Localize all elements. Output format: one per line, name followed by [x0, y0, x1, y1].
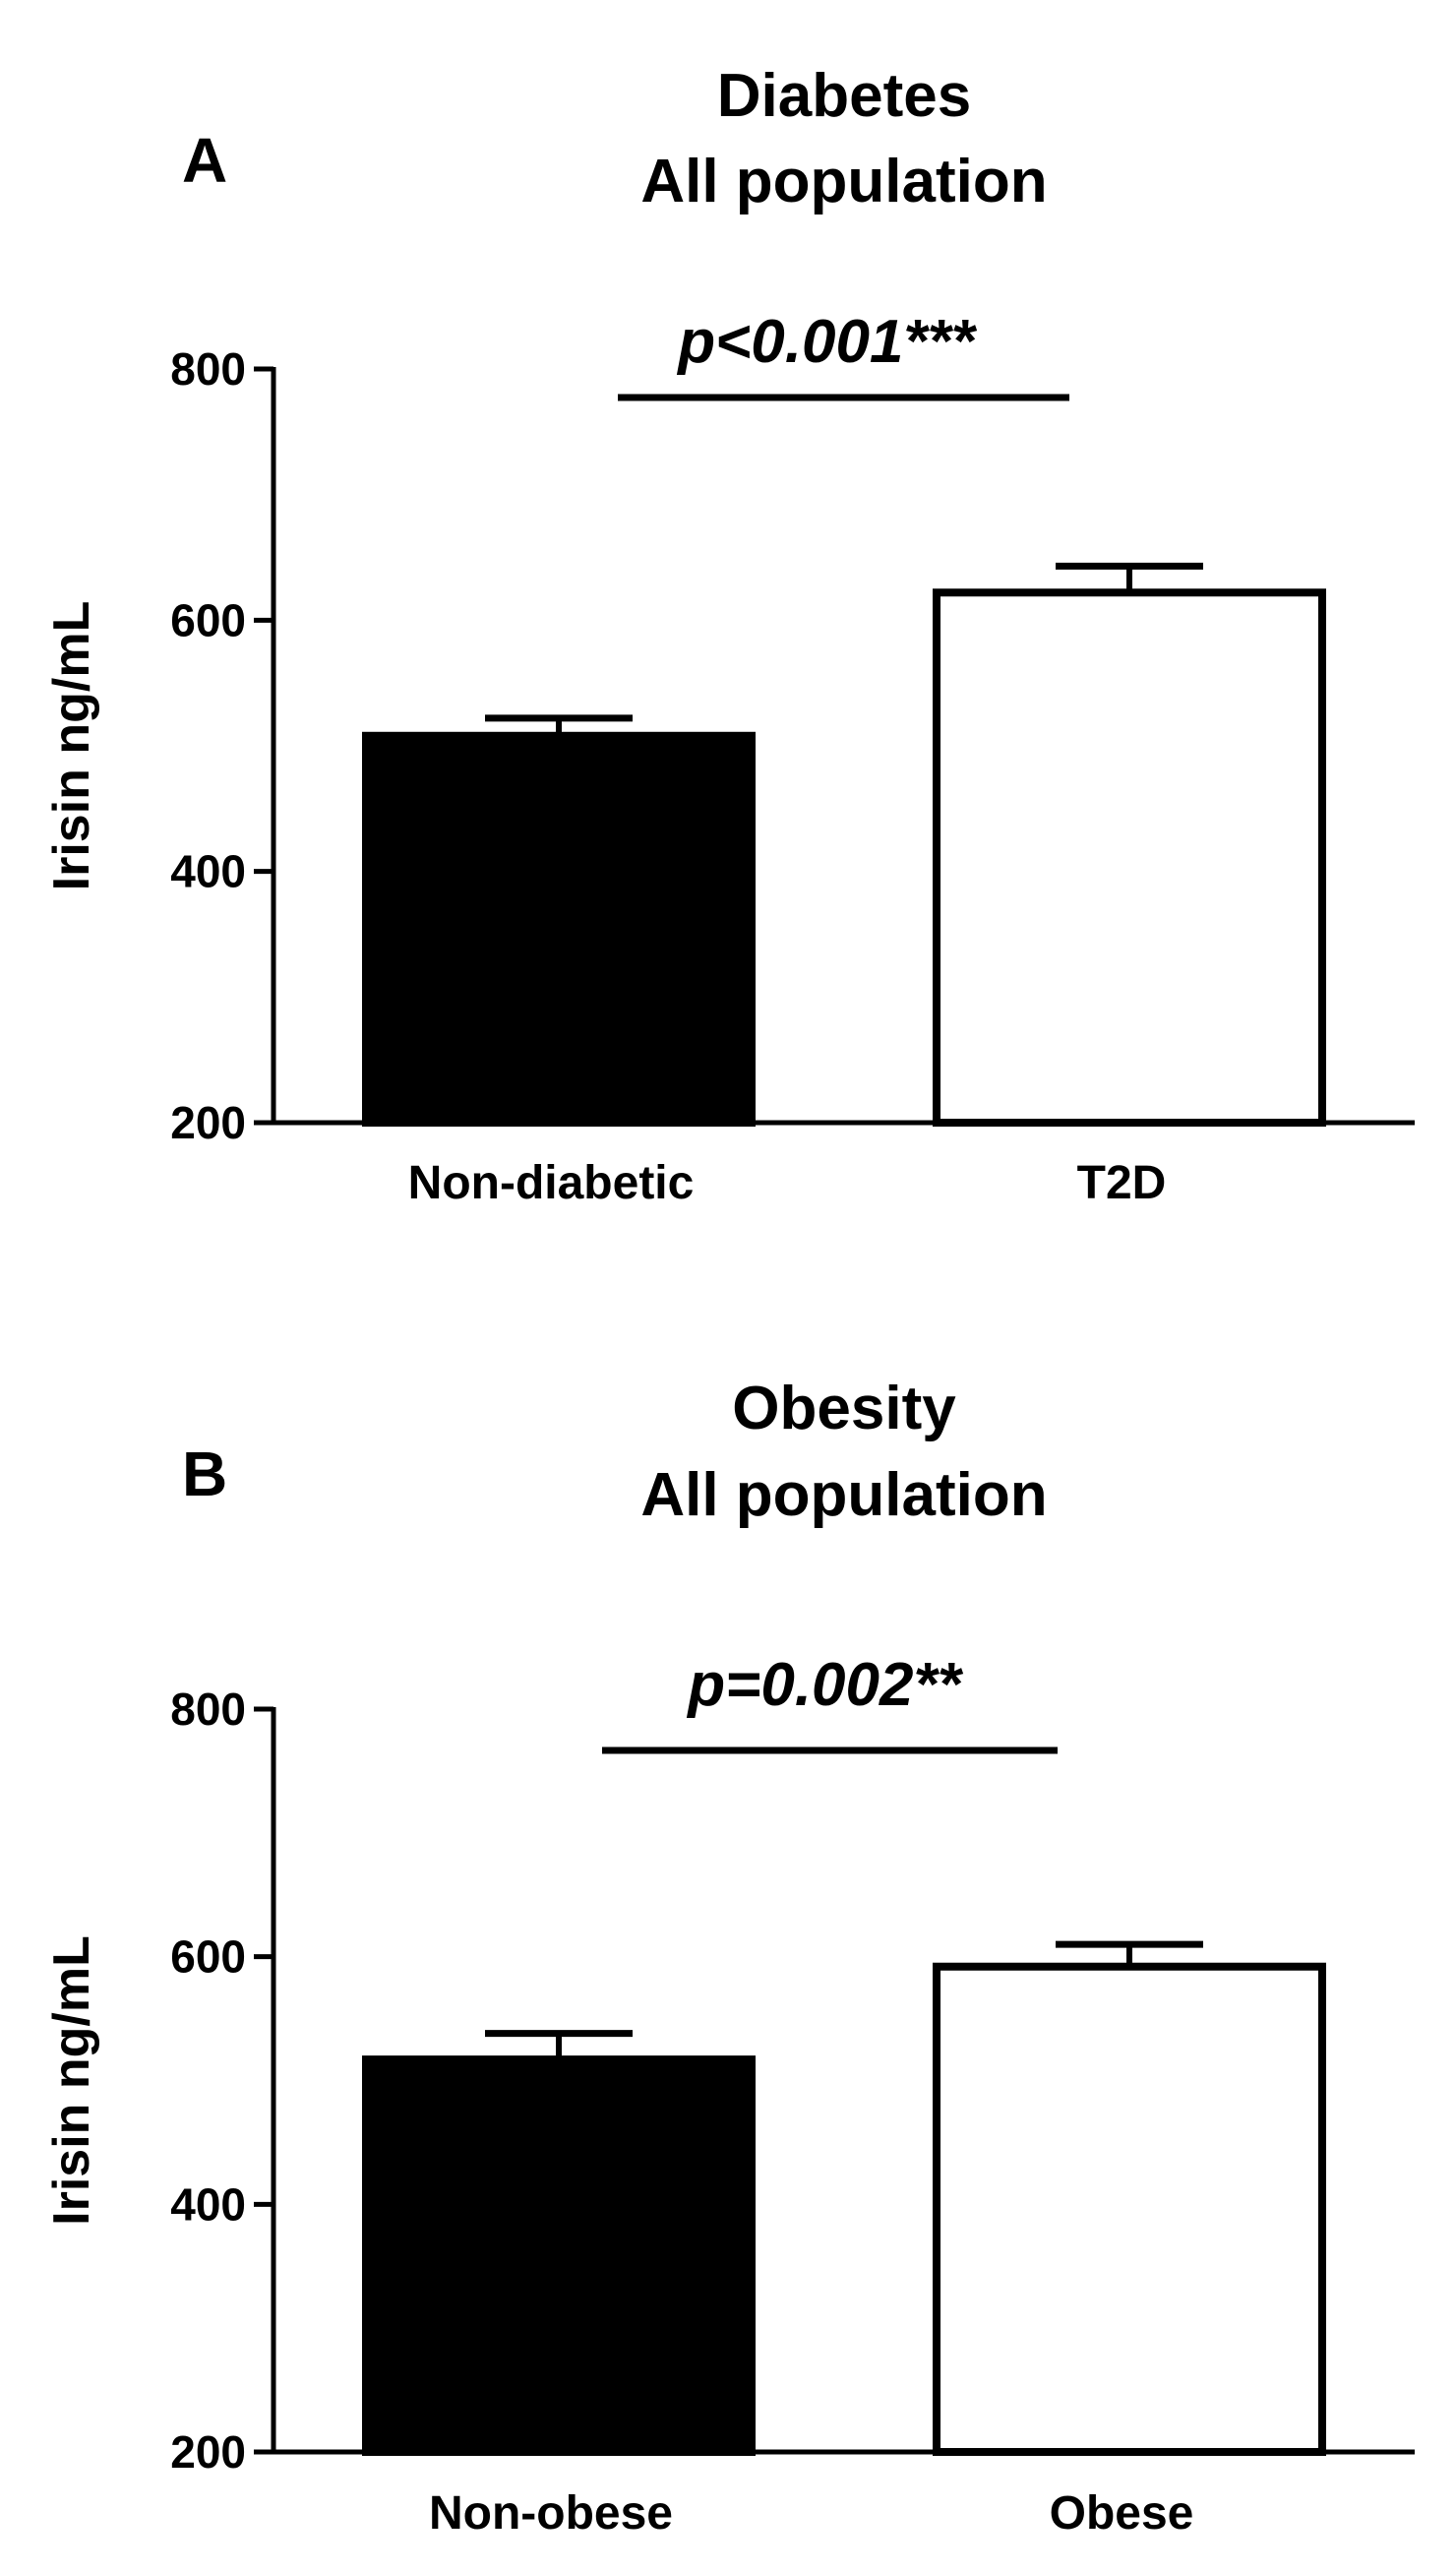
panel-letter: A — [182, 125, 227, 196]
x-category-label: T2D — [1077, 1157, 1167, 1209]
y-tick-label: 400 — [170, 846, 246, 897]
bar-non-obese — [362, 2055, 756, 2457]
y-tick-label: 400 — [170, 2178, 246, 2230]
y-axis-title: Irisin ng/mL — [43, 601, 100, 891]
bar-t2d — [933, 588, 1326, 1127]
chart-title-line: All population — [640, 148, 1047, 215]
bar-obese — [933, 1962, 1326, 2456]
panel-letter: B — [182, 1439, 227, 1509]
bar-non-diabetic — [362, 731, 756, 1128]
chart-panel-a: A Diabetes All population 200 400 600 800 Irisi… — [43, 62, 1415, 1209]
chart-panel-b: B Obesity All population 200 400 600 800 Irisin… — [43, 1375, 1415, 2540]
significance-label: p=0.002** — [686, 1651, 963, 1719]
x-category-label: Non-diabetic — [408, 1157, 695, 1209]
chart-title-line: All population — [640, 1461, 1047, 1529]
y-axis-title: Irisin ng/mL — [43, 1935, 100, 2226]
y-tick-label: 600 — [170, 594, 246, 645]
y-tick-label: 800 — [170, 343, 246, 395]
chart-title-line: Obesity — [732, 1375, 956, 1442]
y-tick-label: 600 — [170, 1931, 246, 1983]
chart-title-line: Diabetes — [717, 62, 971, 130]
y-tick-label: 200 — [170, 2426, 246, 2478]
y-tick-label: 200 — [170, 1097, 246, 1148]
significance-label: p<0.001*** — [676, 308, 977, 376]
x-category-label: Obese — [1050, 2487, 1194, 2540]
y-tick-label: 800 — [170, 1684, 246, 1735]
x-category-label: Non-obese — [429, 2487, 673, 2540]
